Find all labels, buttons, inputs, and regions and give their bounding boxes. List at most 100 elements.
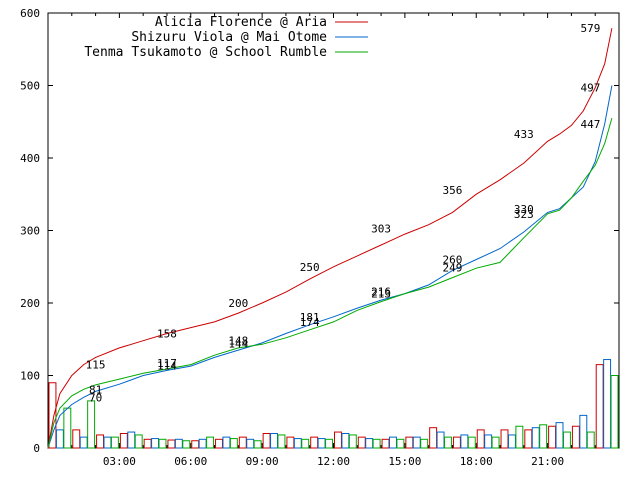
hourly-bar	[127, 431, 136, 449]
data-label: 213	[371, 288, 391, 301]
hourly-bar	[198, 438, 207, 449]
hourly-bar	[476, 429, 485, 449]
hourly-bar	[491, 436, 500, 449]
data-label: 181	[300, 311, 320, 324]
data-label: 174	[300, 316, 320, 329]
hourly-bar	[381, 438, 390, 449]
hourly-bar	[531, 427, 540, 449]
hourly-bar	[48, 382, 57, 449]
data-label: 114	[157, 359, 177, 372]
hourly-bar	[372, 438, 381, 449]
hourly-bar	[143, 438, 152, 449]
y-tick-label: 200	[20, 297, 40, 310]
plot-frame	[47, 12, 620, 449]
data-label: 81	[89, 383, 102, 396]
data-label: 330	[514, 203, 534, 216]
hourly-bar	[277, 434, 286, 449]
data-label: 158	[157, 327, 177, 340]
hourly-bar	[174, 438, 183, 449]
hourly-bar	[79, 436, 88, 449]
legend-label: Alicia Florence @ Aria	[155, 15, 327, 30]
hourly-bar	[524, 429, 533, 449]
hourly-bar	[452, 436, 461, 449]
hourly-bar	[571, 425, 580, 449]
hourly-bar	[444, 436, 452, 449]
hourly-bar	[72, 429, 81, 449]
y-axis: 0 100 200 300 400 500 600	[20, 7, 619, 455]
x-tick-label: 18:00	[460, 455, 493, 468]
hourly-bar	[595, 364, 604, 449]
data-label: 70	[89, 391, 102, 404]
hourly-bar	[262, 433, 271, 449]
hourly-bar	[365, 438, 374, 449]
hourly-bar	[182, 440, 191, 449]
data-label: 216	[371, 285, 391, 298]
legend-label: Shizuru Viola @ Mai Otome	[131, 30, 327, 45]
hourly-bar	[334, 431, 342, 449]
hourly-bar	[586, 431, 595, 449]
series-line	[47, 85, 613, 449]
hourly-bar	[325, 438, 334, 449]
data-label: 115	[86, 359, 106, 372]
hourly-bar	[467, 436, 476, 449]
hourly-bar	[270, 433, 278, 449]
x-tick-label: 06:00	[174, 455, 207, 468]
hourly-bar	[484, 434, 493, 449]
data-label: 200	[228, 297, 248, 310]
data-label: 249	[443, 261, 463, 274]
hourly-bar	[515, 425, 524, 449]
legend-label: Tenma Tsukamoto @ School Rumble	[84, 45, 327, 60]
hourly-bar	[310, 436, 319, 449]
hourly-bar	[110, 436, 119, 449]
hourly-bar	[603, 359, 612, 449]
hourly-bar	[96, 434, 105, 449]
hourly-bar	[460, 434, 469, 449]
data-label: 250	[300, 261, 320, 274]
hourly-bar	[293, 438, 302, 449]
hourly-bar	[87, 400, 96, 449]
hourly-bar	[229, 438, 238, 449]
hourly-bar	[500, 429, 509, 449]
y-tick-label: 100	[20, 370, 40, 383]
x-tick-label: 09:00	[246, 455, 279, 468]
hourly-bar	[215, 438, 223, 449]
data-label: 356	[443, 184, 463, 197]
hourly-bar	[429, 427, 438, 449]
hourly-bar	[206, 436, 215, 449]
hourly-bar	[562, 431, 571, 449]
series-line	[47, 28, 613, 449]
y-tick-label: 500	[20, 80, 40, 93]
hourly-bar	[238, 436, 247, 449]
hourly-bar	[317, 438, 326, 449]
hourly-bar	[191, 440, 200, 449]
hourly-bar	[420, 438, 429, 449]
hourly-bar	[301, 438, 310, 449]
hourly-bar	[246, 438, 255, 449]
y-tick-label: 600	[20, 7, 40, 20]
hourly-bar	[405, 436, 414, 449]
data-label: 447	[581, 118, 601, 131]
hourly-bar	[548, 425, 557, 449]
hourly-bar	[151, 438, 160, 449]
hourly-bar	[348, 434, 357, 449]
series-lines	[47, 28, 613, 449]
data-label: 303	[371, 222, 391, 235]
hourly-bar	[610, 375, 619, 449]
hourly-bar	[222, 436, 231, 449]
hourly-bar	[286, 436, 295, 449]
data-label: 260	[443, 254, 463, 267]
hourly-bar	[158, 438, 167, 449]
data-label: 117	[157, 357, 177, 370]
hourly-bar	[119, 433, 128, 449]
x-tick-label: 21:00	[531, 455, 564, 468]
hourly-bar	[103, 436, 112, 449]
hourly-bar	[253, 440, 262, 449]
data-label: 323	[514, 208, 534, 221]
data-label: 497	[581, 82, 601, 95]
data-label: 433	[514, 128, 534, 141]
x-tick-label: 03:00	[103, 455, 136, 468]
data-label: 144	[228, 338, 248, 351]
